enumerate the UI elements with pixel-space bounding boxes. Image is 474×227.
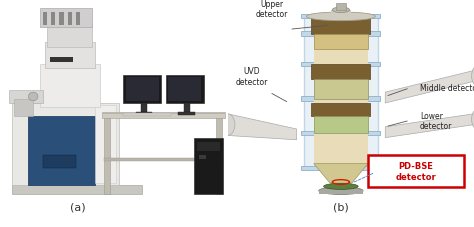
Text: (b): (b)	[333, 201, 349, 211]
Ellipse shape	[472, 109, 474, 131]
Bar	[311, 65, 371, 80]
Text: Lower
detector: Lower detector	[420, 111, 452, 131]
Text: PD-BSE
detector: PD-BSE detector	[396, 162, 437, 181]
Text: Upper
detector: Upper detector	[255, 0, 288, 20]
Polygon shape	[314, 164, 368, 183]
Bar	[301, 32, 380, 37]
Bar	[28, 116, 95, 185]
Bar	[102, 112, 225, 118]
Bar	[123, 113, 171, 116]
Bar	[43, 155, 76, 168]
Bar	[76, 13, 80, 26]
Bar	[178, 112, 195, 115]
Bar	[184, 104, 190, 112]
Ellipse shape	[220, 114, 235, 136]
Bar	[216, 118, 222, 194]
Bar	[12, 104, 118, 185]
Bar	[45, 43, 95, 69]
Bar	[95, 106, 116, 183]
Bar	[311, 20, 371, 35]
Polygon shape	[385, 71, 474, 104]
Bar	[331, 11, 351, 20]
Bar	[14, 99, 33, 116]
Bar	[301, 97, 380, 101]
Text: Middle detector: Middle detector	[420, 84, 474, 93]
Bar	[166, 75, 204, 104]
Polygon shape	[385, 114, 474, 138]
Bar	[197, 142, 220, 151]
Bar	[9, 91, 43, 104]
Bar	[304, 17, 378, 168]
Bar	[301, 166, 380, 170]
Bar	[336, 4, 346, 11]
Bar	[311, 104, 371, 116]
Bar	[301, 63, 380, 67]
Bar	[199, 155, 206, 160]
Bar	[104, 118, 110, 194]
Bar	[136, 112, 152, 115]
Bar	[67, 13, 72, 26]
Bar	[47, 26, 92, 47]
Bar	[59, 13, 64, 26]
Ellipse shape	[319, 187, 363, 195]
Bar	[43, 13, 47, 26]
Bar	[141, 104, 147, 112]
FancyBboxPatch shape	[368, 155, 464, 188]
Bar	[314, 116, 368, 134]
Bar	[319, 191, 363, 195]
Ellipse shape	[324, 183, 358, 190]
Bar	[314, 80, 368, 99]
Polygon shape	[228, 114, 297, 140]
Bar	[12, 185, 142, 194]
Bar	[126, 78, 159, 101]
Ellipse shape	[332, 8, 349, 13]
Bar	[314, 35, 368, 49]
Bar	[301, 15, 380, 20]
Bar	[168, 78, 201, 101]
Text: UVD
detector: UVD detector	[236, 67, 268, 86]
Ellipse shape	[472, 66, 474, 87]
Bar	[123, 75, 161, 104]
Bar	[40, 9, 92, 28]
Bar	[51, 13, 55, 26]
Bar	[102, 113, 225, 114]
Bar	[314, 20, 368, 166]
Bar	[40, 65, 100, 108]
Bar	[104, 158, 223, 162]
Text: (a): (a)	[71, 201, 86, 211]
Bar	[50, 58, 73, 62]
Ellipse shape	[28, 93, 38, 101]
Bar	[301, 132, 380, 136]
Ellipse shape	[306, 13, 375, 22]
Bar	[194, 138, 223, 194]
